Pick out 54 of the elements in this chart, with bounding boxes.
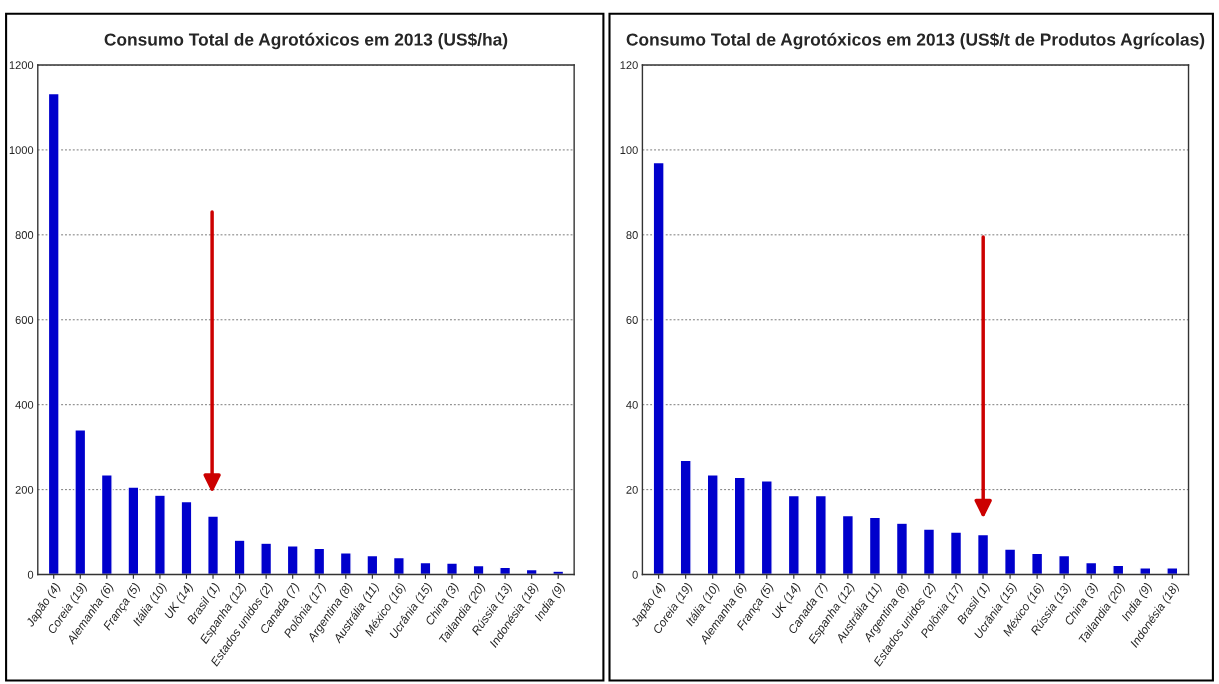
y-tick-label: 100: [620, 146, 638, 155]
bar: [313, 547, 326, 575]
bar: [1058, 554, 1071, 575]
y-tick-label: 120: [620, 61, 638, 70]
bar: [472, 564, 485, 575]
bar: [392, 556, 405, 575]
y-tick-label: 1000: [9, 146, 34, 155]
bar: [260, 542, 273, 575]
bar: [1166, 567, 1179, 575]
bar: [787, 494, 800, 575]
y-tick-label: 40: [626, 400, 638, 409]
bar: [922, 528, 936, 575]
bar: [1003, 548, 1017, 575]
bar: [814, 494, 827, 575]
bar: [552, 570, 565, 575]
bar: [286, 544, 299, 575]
y-tick-label: 80: [626, 231, 638, 239]
bar: [233, 539, 246, 575]
bar: [652, 161, 665, 575]
y-tick-label: 800: [15, 231, 34, 239]
bar: [760, 480, 773, 575]
bar: [706, 474, 719, 575]
bar: [153, 494, 166, 575]
y-tick-label: 200: [15, 485, 34, 494]
bar: [180, 500, 193, 575]
y-tick-label: 1200: [9, 61, 34, 70]
bar: [1085, 561, 1098, 575]
bar: [127, 486, 140, 575]
bar: [868, 516, 882, 575]
y-tick-label: 20: [626, 485, 638, 494]
bar: [949, 531, 963, 575]
y-tick-label: 0: [27, 570, 34, 579]
bar: [976, 533, 990, 575]
bar: [366, 554, 379, 575]
bar: [74, 429, 87, 575]
y-tick-label: 0: [632, 570, 638, 579]
bar: [499, 566, 512, 575]
y-tick-label: 600: [15, 316, 34, 324]
bar: [47, 92, 60, 575]
bar: [679, 459, 692, 575]
bar: [1139, 567, 1152, 575]
bar: [733, 476, 746, 575]
chart-title: Consumo Total de Agrotóxicos em 2013 (US$/t de Produtos Agrícolas): [626, 32, 1205, 50]
bar: [895, 522, 909, 575]
bar: [1031, 552, 1044, 575]
bar: [339, 552, 352, 575]
y-tick-label: 400: [15, 400, 34, 409]
bar: [100, 474, 113, 575]
chart-title: Consumo Total de Agrotóxicos em 2013 (US$/ha): [104, 32, 508, 50]
bar: [841, 514, 854, 575]
y-tick-label: 60: [626, 316, 638, 324]
bar: [419, 561, 432, 575]
bar: [207, 515, 220, 575]
bar: [446, 562, 459, 575]
